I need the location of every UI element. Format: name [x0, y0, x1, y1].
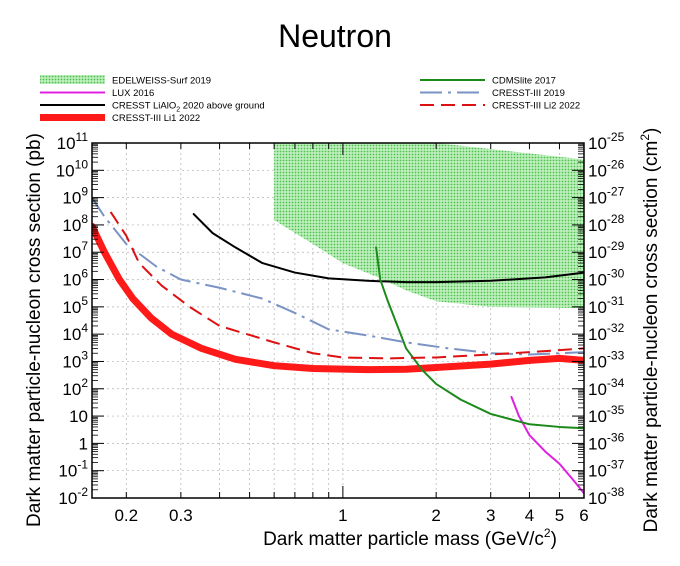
- series-cresst-iii-li1-2022: [92, 222, 584, 374]
- y-right-tick-label: 10-33: [588, 348, 625, 371]
- x-tick-label: 3: [486, 506, 495, 525]
- y-right-tick-labels: 10-25 10-26 10-27 10-28 10-29 10-30 10-31 10-32…: [588, 130, 625, 508]
- y-left-tick-label: 107: [62, 239, 88, 262]
- y-axis-right-label: Dark matter particle-nucleon cross secti…: [638, 128, 662, 533]
- legend-swatch: [40, 75, 105, 84]
- legend-item: CRESST-III 2019: [420, 88, 565, 99]
- band-layer: [274, 143, 584, 309]
- y-right-tick-label: 10-31: [588, 294, 625, 317]
- series-cresst-lialo: [192, 213, 584, 284]
- y-left-tick-label: 104: [62, 321, 88, 344]
- y-left-tick-label: 106: [62, 267, 88, 290]
- x-tick-label: 2: [431, 506, 440, 525]
- x-tick-label: 5: [555, 506, 564, 525]
- series-lux-2016: [510, 395, 584, 495]
- band-edelweiss-surf-2019: [274, 143, 584, 309]
- y-left-tick-label: 1: [79, 434, 88, 453]
- legend-item: EDELWEISS-Surf 2019: [40, 75, 211, 87]
- legend-item: CRESST LiAlO2 2020 above ground: [40, 101, 265, 114]
- legend-label: LUX 2016: [112, 88, 154, 99]
- y-right-tick-label: 10-32: [588, 321, 625, 344]
- legend-label: EDELWEISS-Surf 2019: [112, 76, 211, 87]
- y-left-tick-label: 10: [69, 407, 88, 426]
- plot-frame: [91, 142, 585, 499]
- x-axis-label: Dark matter particle mass (GeV/c2): [263, 526, 557, 550]
- chart-title: Neutron: [278, 18, 392, 54]
- y-left-tick-label: 10-2: [58, 485, 88, 508]
- legend-label: CDMSlite 2017: [492, 76, 556, 87]
- x-tick-label: 4: [525, 506, 534, 525]
- series-cresst-iii-li2-2022: [109, 211, 584, 360]
- y-right-tick-label: 10-37: [588, 458, 625, 481]
- y-right-tick-label: 10-27: [588, 185, 625, 208]
- y-left-tick-label: 102: [62, 376, 88, 399]
- y-axis-left-label: Dark matter particle-nucleon cross secti…: [24, 133, 45, 527]
- x-tick-label: 0.3: [169, 506, 193, 525]
- x-tick-labels: 0.2 0.3 1 2 3 4 5 6: [114, 506, 588, 525]
- series-cresst-iii-2019: [92, 197, 584, 356]
- y-right-tick-label: 10-26: [588, 157, 625, 180]
- legend-label: CRESST LiAlO2 2020 above ground: [112, 101, 265, 114]
- ticks: [92, 142, 585, 499]
- y-left-tick-label: 105: [62, 294, 88, 317]
- legend-label: CRESST-III Li1 2022: [112, 113, 200, 124]
- x-tick-label: 6: [579, 506, 588, 525]
- y-right-tick-label: 10-25: [588, 130, 625, 153]
- y-left-tick-label: 108: [62, 212, 88, 235]
- legend-item: CRESST-III Li1 2022: [40, 113, 200, 124]
- y-left-tick-labels: 1011101010910810710610510410310210110-11…: [56, 130, 89, 508]
- y-left-tick-label: 109: [62, 185, 88, 208]
- y-right-tick-label: 10-28: [588, 212, 625, 235]
- legend-item: CRESST-III Li2 2022: [420, 101, 580, 112]
- legend-item: LUX 2016: [40, 88, 154, 99]
- y-right-tick-label: 10-29: [588, 239, 625, 262]
- y-left-tick-label: 10-1: [58, 458, 88, 481]
- y-left-tick-label: 103: [62, 348, 88, 371]
- y-right-tick-label: 10-30: [588, 267, 625, 290]
- legend-label: CRESST-III 2019: [492, 88, 565, 99]
- series-layer: [92, 197, 584, 495]
- y-right-tick-label: 10-34: [588, 376, 625, 399]
- x-tick-label: 0.2: [114, 506, 138, 525]
- y-left-tick-label: 1011: [57, 130, 89, 153]
- legend-label: CRESST-III Li2 2022: [492, 101, 580, 112]
- y-right-tick-label: 10-36: [588, 430, 625, 453]
- series-cdmslite-2017: [375, 246, 584, 430]
- x-tick-label: 1: [338, 506, 347, 525]
- y-left-tick-label: 1010: [56, 157, 89, 180]
- y-right-tick-label: 10-35: [588, 403, 625, 426]
- legend-item: CDMSlite 2017: [420, 76, 556, 87]
- y-right-tick-label: 10-38: [588, 485, 625, 508]
